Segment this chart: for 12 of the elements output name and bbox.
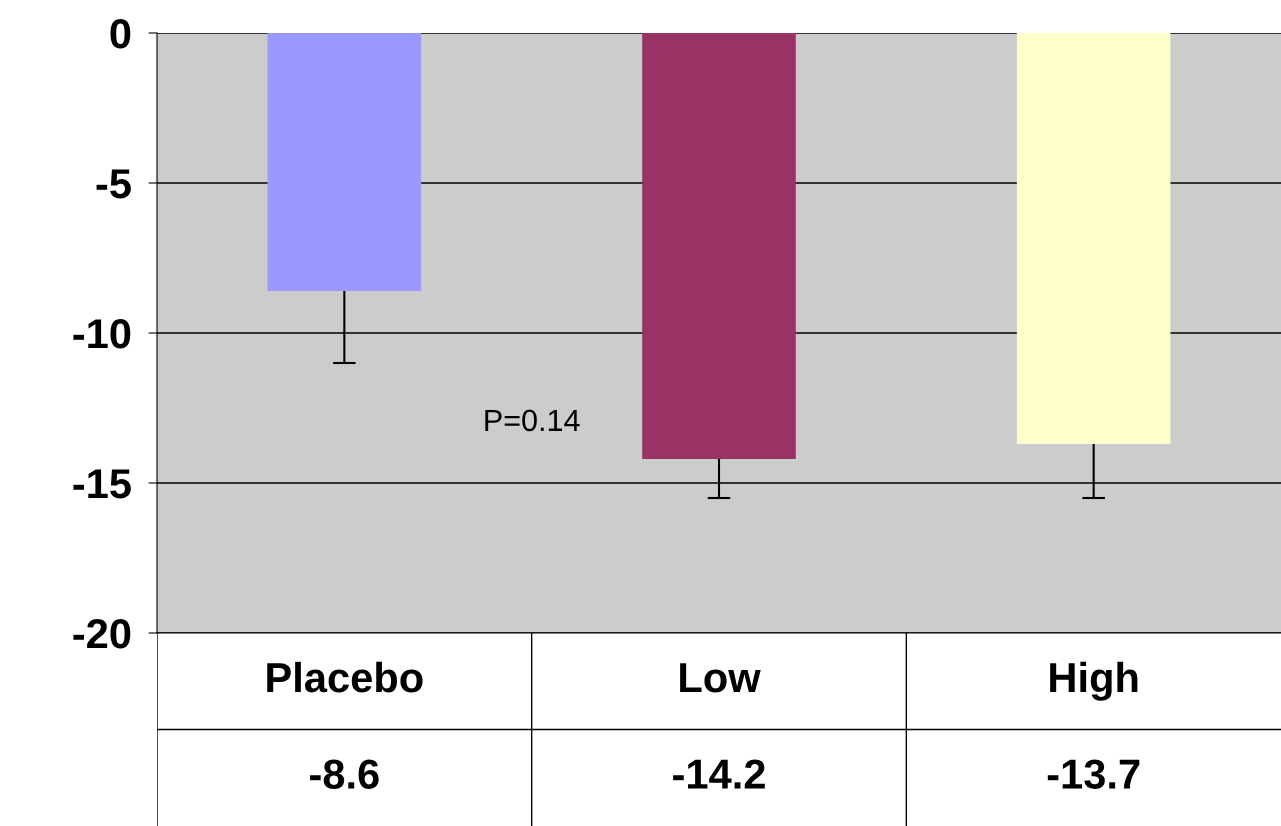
x-tick-label: Placebo	[267, 661, 423, 693]
y-tick-label: -20	[73, 619, 131, 649]
x-tick-label: Low	[680, 663, 761, 693]
y-tick-label: -15	[73, 469, 131, 499]
data-label: -13.7	[1047, 759, 1140, 789]
annotation: P=0.14	[485, 409, 580, 432]
y-tick-label: -10	[73, 319, 131, 349]
data-label: -8.6	[310, 759, 379, 789]
y-tick-label: 0	[110, 19, 131, 49]
y-tick-label: -5	[96, 169, 131, 199]
x-tick-label: High	[1050, 661, 1138, 701]
data-label: -14.2	[673, 759, 765, 789]
